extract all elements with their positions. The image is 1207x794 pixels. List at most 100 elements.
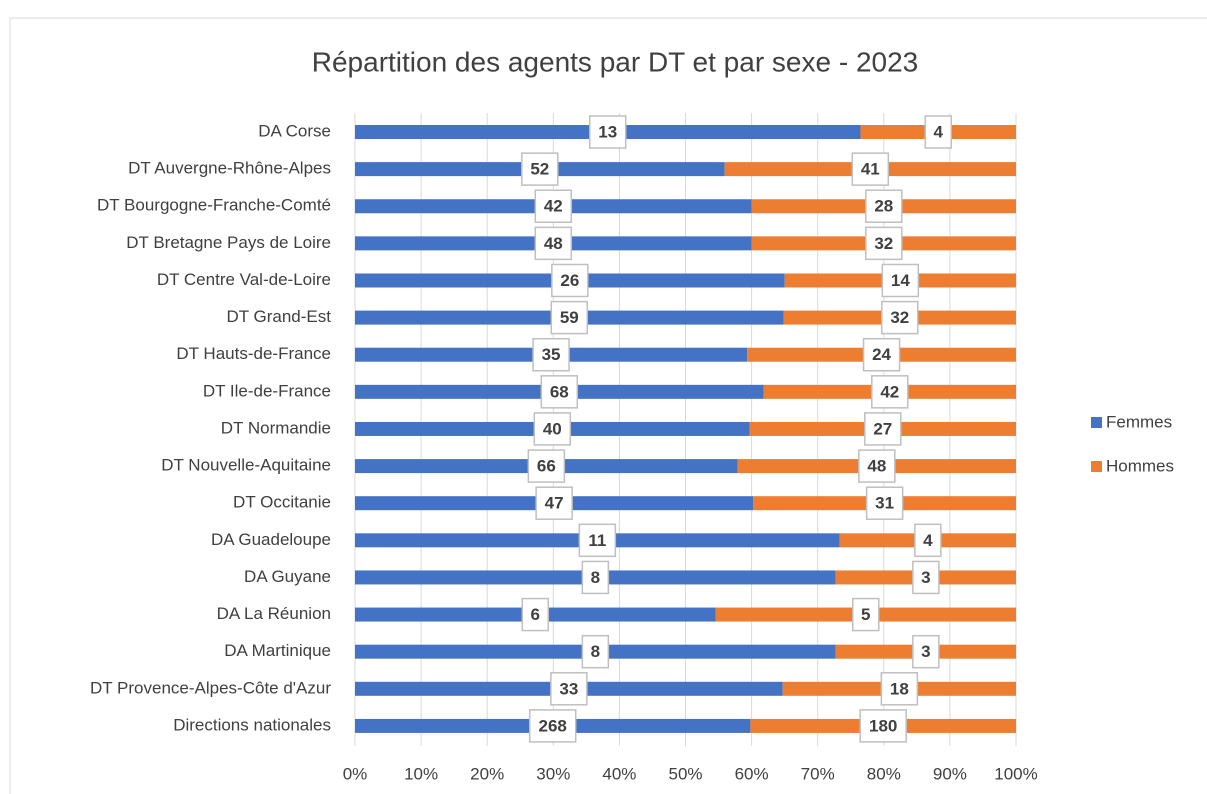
data-label-box bbox=[533, 412, 572, 446]
data-label-box bbox=[881, 300, 919, 335]
y-tick-label: DT Hauts-de-France bbox=[176, 344, 331, 363]
data-label: 68 bbox=[550, 382, 569, 401]
y-tick-label: DT Grand-Est bbox=[226, 307, 331, 326]
data-label-box bbox=[528, 709, 577, 743]
y-tick-label: DT Auvergne-Rhône-Alpes bbox=[128, 159, 331, 178]
y-tick-label: Directions nationales bbox=[173, 715, 331, 734]
data-label-box bbox=[912, 634, 940, 669]
data-label-box bbox=[864, 412, 902, 446]
data-label: 41 bbox=[861, 160, 880, 179]
data-label: 32 bbox=[890, 308, 909, 327]
data-label: 48 bbox=[867, 457, 886, 476]
y-tick-label: DT Bretagne Pays de Loire bbox=[126, 233, 331, 252]
y-tick-label: DT Bourgogne-Franche-Comté bbox=[97, 196, 331, 215]
data-label: 47 bbox=[545, 494, 564, 513]
data-label: 59 bbox=[560, 308, 579, 327]
data-label: 180 bbox=[869, 716, 897, 735]
data-label-box bbox=[881, 263, 920, 298]
data-label: 42 bbox=[544, 197, 563, 216]
data-label: 48 bbox=[544, 234, 563, 253]
y-tick-label: DA Martinique bbox=[224, 641, 331, 660]
x-tick-label: 100% bbox=[994, 764, 1037, 783]
data-label-box bbox=[521, 597, 550, 632]
x-tick-label: 20% bbox=[470, 764, 504, 783]
data-label: 28 bbox=[874, 197, 893, 216]
legend-label: Hommes bbox=[1106, 456, 1174, 475]
data-label-box bbox=[527, 449, 566, 483]
x-tick-label: 10% bbox=[404, 764, 438, 783]
data-label-box bbox=[532, 337, 570, 372]
data-label: 27 bbox=[873, 419, 892, 438]
data-label: 40 bbox=[543, 419, 562, 438]
data-label: 13 bbox=[598, 122, 617, 141]
x-tick-label: 70% bbox=[801, 764, 835, 783]
data-label-box bbox=[534, 226, 573, 261]
data-label: 66 bbox=[537, 457, 556, 476]
data-label: 24 bbox=[872, 345, 891, 364]
data-label: 8 bbox=[591, 642, 600, 661]
y-tick-label: DT Normandie bbox=[221, 418, 331, 437]
legend-swatch bbox=[1091, 461, 1102, 472]
data-label-box bbox=[859, 709, 907, 743]
data-label: 35 bbox=[542, 345, 561, 364]
data-label-box bbox=[550, 300, 589, 335]
y-tick-label: DT Occitanie bbox=[233, 493, 331, 512]
data-label: 4 bbox=[934, 122, 944, 141]
data-label: 18 bbox=[890, 679, 909, 698]
data-label-box bbox=[865, 486, 904, 520]
data-label: 14 bbox=[891, 271, 910, 290]
data-label: 26 bbox=[560, 271, 579, 290]
data-label: 33 bbox=[559, 679, 578, 698]
data-label-box bbox=[535, 486, 573, 520]
chart-title: Répartition des agents par DT et par sex… bbox=[312, 46, 919, 77]
data-label-box bbox=[852, 597, 880, 632]
data-label: 8 bbox=[591, 568, 600, 587]
x-tick-label: 30% bbox=[536, 764, 570, 783]
data-label-box bbox=[588, 115, 627, 149]
data-label-box bbox=[521, 152, 559, 186]
legend-label: Femmes bbox=[1106, 412, 1172, 431]
x-tick-label: 40% bbox=[602, 764, 636, 783]
data-label-box bbox=[924, 115, 952, 149]
data-label-box bbox=[851, 152, 890, 186]
data-label: 42 bbox=[880, 382, 899, 401]
y-tick-label: DA Guadeloupe bbox=[211, 530, 331, 549]
y-tick-label: DT Centre Val-de-Loire bbox=[157, 270, 331, 289]
data-label-box bbox=[550, 672, 588, 706]
x-tick-label: 0% bbox=[343, 764, 368, 783]
data-label: 268 bbox=[539, 716, 567, 735]
data-label-box bbox=[578, 523, 617, 558]
data-label: 4 bbox=[923, 531, 933, 550]
data-label-box bbox=[865, 189, 903, 223]
x-tick-label: 90% bbox=[933, 764, 967, 783]
data-label-box bbox=[540, 375, 579, 409]
data-label-box bbox=[871, 375, 909, 409]
y-tick-label: DT Nouvelle-Aquitaine bbox=[161, 456, 331, 475]
data-label: 5 bbox=[861, 605, 870, 624]
y-tick-label: DA Guyane bbox=[244, 567, 331, 586]
y-tick-label: DA Corse bbox=[258, 121, 331, 140]
data-label-box bbox=[581, 560, 610, 595]
data-label-box bbox=[534, 189, 573, 223]
data-label: 32 bbox=[874, 234, 893, 253]
data-label: 3 bbox=[921, 642, 930, 661]
data-label-box bbox=[914, 523, 942, 558]
y-tick-label: DT Provence-Alpes-Côte d'Azur bbox=[90, 678, 331, 697]
y-tick-label: DT Ile-de-France bbox=[203, 381, 331, 400]
data-label-box bbox=[862, 337, 901, 372]
data-label-box bbox=[858, 449, 896, 483]
data-label: 11 bbox=[588, 531, 606, 550]
data-label: 31 bbox=[875, 494, 894, 513]
data-label-box bbox=[865, 226, 903, 261]
x-tick-label: 50% bbox=[668, 764, 702, 783]
data-label: 52 bbox=[530, 160, 549, 179]
x-tick-label: 80% bbox=[867, 764, 901, 783]
legend-swatch bbox=[1091, 417, 1102, 428]
data-label-box bbox=[551, 263, 589, 298]
data-label-box bbox=[880, 672, 919, 706]
data-label: 3 bbox=[921, 568, 930, 587]
x-tick-label: 60% bbox=[735, 764, 769, 783]
data-label-box bbox=[581, 634, 610, 669]
data-label: 6 bbox=[531, 605, 540, 624]
